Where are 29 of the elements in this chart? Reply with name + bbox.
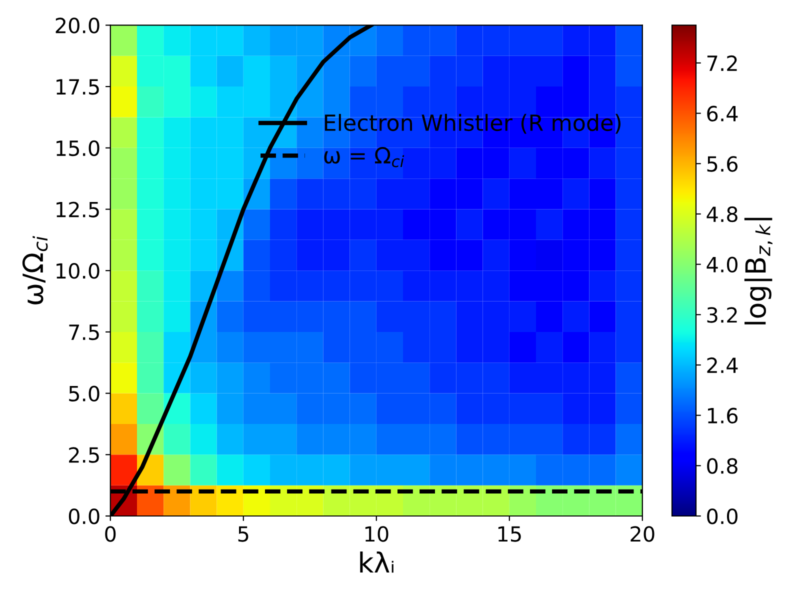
legend-label: ω = Ω$_{ci}$ bbox=[324, 146, 404, 168]
color-bar-label: 0.8 bbox=[707, 458, 738, 474]
x-tick-label: 20 bbox=[630, 526, 654, 542]
y-tick-label: 2.5 bbox=[69, 447, 99, 463]
color-bar-label: 5.6 bbox=[707, 156, 738, 172]
y-tick-label: 17.5 bbox=[56, 79, 99, 95]
color-bar-label: 4.0 bbox=[706, 256, 738, 273]
y-tick-label: 5.0 bbox=[69, 386, 100, 402]
color-bar-label: 3.2 bbox=[707, 307, 737, 323]
y-tick-label: 20.0 bbox=[56, 18, 100, 34]
y-tick-label: 15.0 bbox=[56, 140, 100, 156]
color-bar-label: 6.4 bbox=[707, 106, 738, 122]
legend-label: Electron Whistler (R mode) bbox=[324, 114, 620, 134]
color-bar-label: 4.8 bbox=[706, 206, 738, 222]
color-bar-title: log|B$_{z,k}$| bbox=[744, 218, 772, 324]
color-bar-label: 0.0 bbox=[707, 508, 738, 524]
color-bar-label: 7.2 bbox=[707, 55, 737, 71]
y-tick-label: 12.5 bbox=[56, 202, 99, 218]
y-axis-title: ω/Ω$_{ci}$ bbox=[22, 236, 48, 304]
x-tick-label: 10 bbox=[365, 526, 388, 542]
color-bar-label: 2.4 bbox=[707, 357, 738, 373]
color-bar-label: 1.6 bbox=[708, 408, 738, 424]
y-tick-label: 7.5 bbox=[69, 324, 99, 340]
x-tick-label: 5 bbox=[238, 526, 248, 542]
y-tick-label: 0.0 bbox=[68, 508, 100, 524]
x-tick-label: 15 bbox=[498, 526, 521, 542]
x-axis-title: kλᵢ bbox=[360, 551, 394, 573]
y-tick-label: 10.0 bbox=[56, 263, 100, 279]
x-tick-label: 0 bbox=[105, 526, 116, 542]
